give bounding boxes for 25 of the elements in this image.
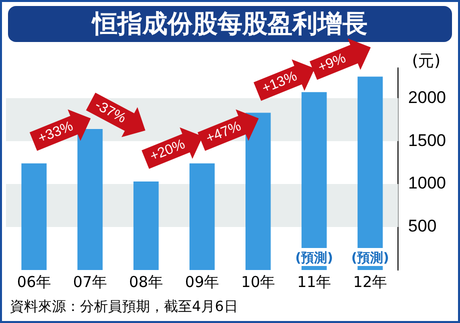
annotation: +13% <box>260 67 300 96</box>
y-tick-label: 2000 <box>408 88 446 107</box>
y-tick-label: 1500 <box>408 130 446 150</box>
annotation: +47% <box>204 118 244 146</box>
x-tick-label: 12年 <box>353 272 388 291</box>
annotation: -37% <box>92 96 130 126</box>
annotation: (預測) <box>295 250 334 266</box>
x-tick-label: 11年 <box>297 272 332 291</box>
x-tick-label: 09年 <box>185 272 220 291</box>
y-tick-label: 1000 <box>408 174 446 193</box>
annotation: +20% <box>148 136 188 164</box>
annotation: +9% <box>316 49 348 75</box>
y-axis-title: (元) <box>412 51 440 70</box>
annotation: +33% <box>35 118 76 146</box>
annotation: (預測) <box>351 250 390 266</box>
x-tick-label: 10年 <box>241 272 276 291</box>
y-tick-label: 500 <box>408 216 437 236</box>
x-tick-label: 07年 <box>72 272 108 291</box>
source-note: 資料來源：分析員預期，截至4月6日 <box>10 298 238 316</box>
bar <box>133 181 159 270</box>
bar <box>21 163 47 270</box>
bar <box>189 163 215 270</box>
chart-title: 恒指成份股每股盈利增長 <box>8 6 452 42</box>
x-tick-label: 08年 <box>129 272 164 291</box>
x-tick-label: 06年 <box>16 272 52 291</box>
